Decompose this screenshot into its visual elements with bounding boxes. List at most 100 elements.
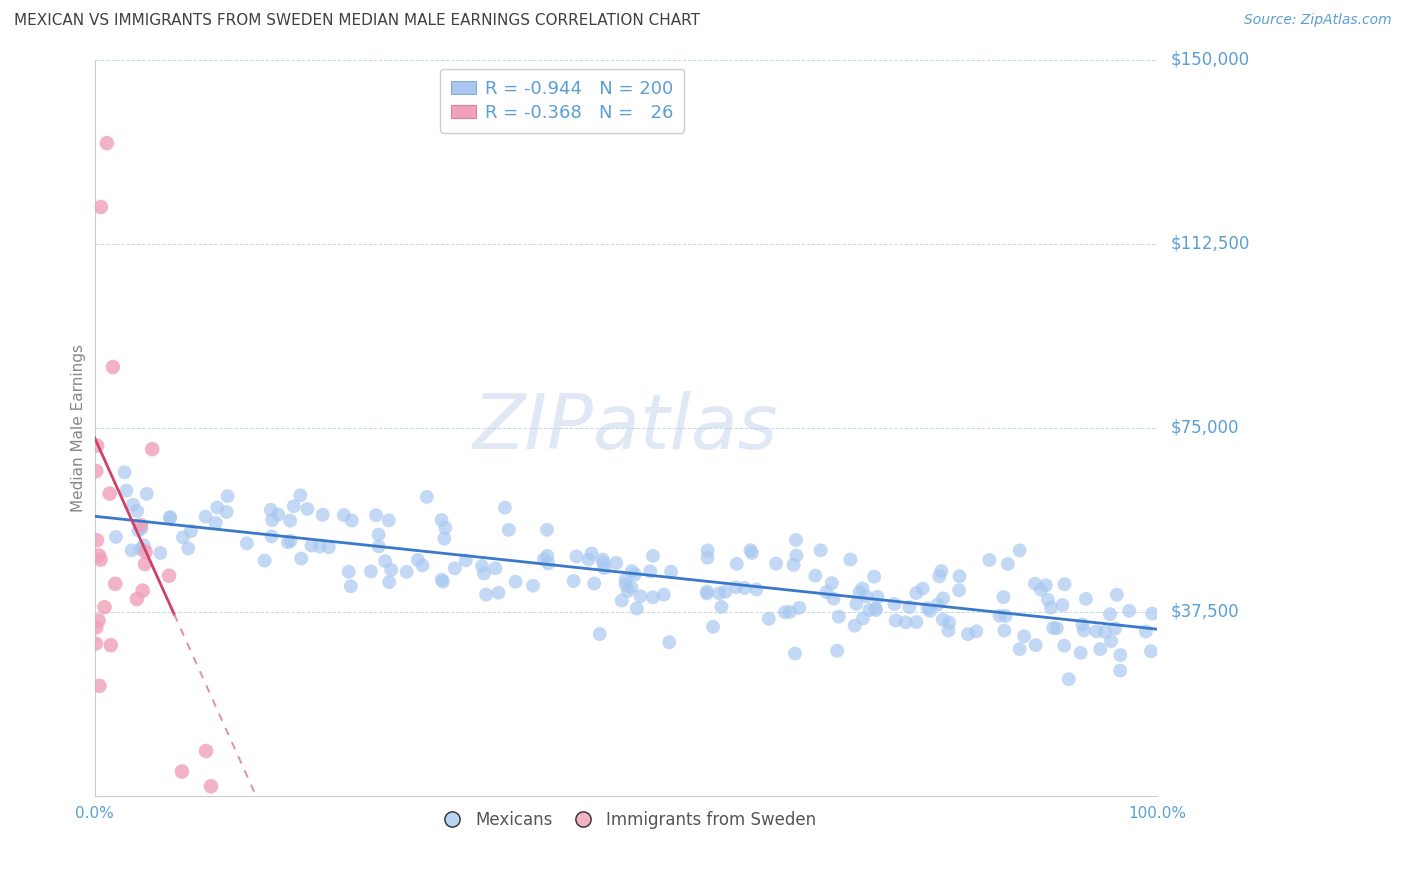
Point: [863, 570, 886, 584]
Point: [475, 588, 498, 602]
Point: [217, 489, 239, 503]
Point: [997, 557, 1019, 571]
Point: [884, 614, 907, 628]
Point: [848, 585, 870, 599]
Point: [593, 561, 616, 575]
Point: [938, 615, 960, 630]
Point: [956, 627, 979, 641]
Point: [927, 598, 949, 612]
Point: [494, 500, 516, 515]
Point: [823, 591, 845, 606]
Point: [299, 539, 322, 553]
Point: [1029, 582, 1052, 597]
Point: [434, 521, 457, 535]
Point: [129, 541, 152, 556]
Point: [1024, 576, 1046, 591]
Point: [114, 465, 136, 479]
Point: [204, 516, 226, 530]
Point: [84, 464, 107, 478]
Point: [1098, 607, 1121, 622]
Point: [141, 442, 163, 457]
Point: [536, 523, 558, 537]
Point: [1071, 617, 1094, 632]
Point: [1135, 624, 1157, 639]
Point: [765, 557, 787, 571]
Point: [965, 624, 987, 639]
Point: [1008, 642, 1031, 657]
Point: [283, 500, 305, 514]
Point: [1109, 664, 1132, 678]
Point: [159, 510, 181, 524]
Point: [86, 439, 108, 453]
Point: [177, 541, 200, 556]
Text: ZIPatlas: ZIPatlas: [474, 391, 779, 465]
Point: [773, 605, 796, 619]
Point: [180, 524, 202, 538]
Point: [132, 538, 155, 552]
Point: [308, 540, 330, 554]
Point: [122, 498, 145, 512]
Point: [709, 586, 731, 600]
Point: [894, 615, 917, 630]
Point: [931, 564, 953, 578]
Point: [714, 584, 737, 599]
Point: [702, 620, 724, 634]
Point: [1057, 672, 1080, 686]
Point: [1036, 592, 1059, 607]
Point: [121, 543, 143, 558]
Point: [804, 568, 827, 582]
Point: [592, 556, 614, 570]
Point: [562, 574, 585, 588]
Point: [125, 592, 148, 607]
Point: [1085, 624, 1108, 639]
Point: [127, 524, 149, 538]
Point: [589, 627, 612, 641]
Point: [993, 624, 1015, 638]
Point: [149, 546, 172, 560]
Text: $112,500: $112,500: [1171, 235, 1250, 252]
Point: [821, 576, 844, 591]
Point: [725, 557, 748, 571]
Point: [865, 603, 887, 617]
Point: [641, 549, 664, 563]
Point: [614, 578, 637, 592]
Point: [1012, 629, 1035, 643]
Point: [200, 779, 222, 793]
Point: [267, 508, 290, 522]
Point: [416, 490, 439, 504]
Point: [104, 577, 127, 591]
Point: [928, 569, 950, 583]
Point: [115, 483, 138, 498]
Point: [93, 600, 115, 615]
Point: [471, 559, 494, 574]
Point: [194, 509, 217, 524]
Point: [378, 575, 401, 590]
Point: [406, 553, 429, 567]
Point: [1008, 543, 1031, 558]
Point: [484, 561, 506, 575]
Point: [135, 487, 157, 501]
Point: [1109, 648, 1132, 662]
Point: [340, 514, 363, 528]
Text: Source: ZipAtlas.com: Source: ZipAtlas.com: [1244, 13, 1392, 28]
Point: [170, 764, 193, 779]
Point: [932, 613, 955, 627]
Point: [98, 486, 121, 500]
Point: [785, 533, 807, 547]
Point: [614, 573, 637, 587]
Point: [626, 601, 648, 615]
Point: [337, 565, 360, 579]
Point: [522, 579, 544, 593]
Point: [783, 647, 806, 661]
Point: [948, 569, 970, 583]
Point: [260, 503, 283, 517]
Point: [1046, 621, 1069, 635]
Point: [979, 553, 1001, 567]
Point: [1118, 604, 1140, 618]
Point: [696, 586, 718, 600]
Point: [277, 535, 299, 549]
Point: [918, 604, 941, 618]
Point: [135, 545, 157, 559]
Point: [844, 618, 866, 632]
Point: [828, 609, 851, 624]
